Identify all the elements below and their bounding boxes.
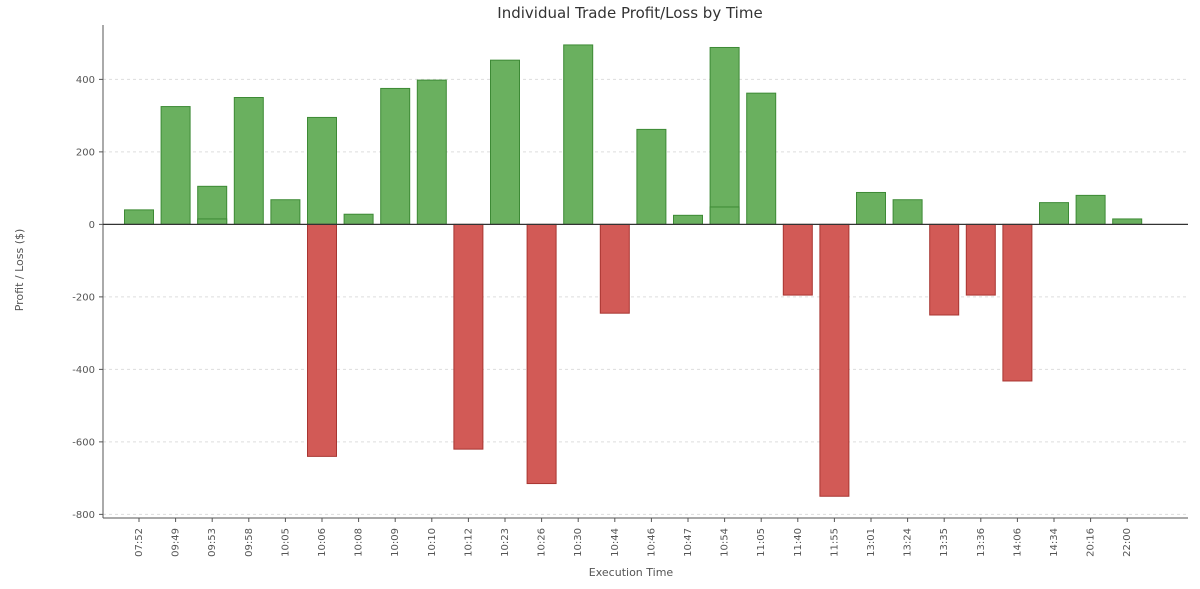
y-tick-labels: -800 -600 -400 -200 0 200 400: [72, 75, 103, 521]
y-tick-label-2: -400: [72, 365, 95, 376]
bar-1023-0: [490, 59, 520, 225]
bar-0958-0: [233, 97, 264, 225]
y-tick-label-5: 200: [76, 147, 95, 158]
x-tick-label-4: 10:05: [280, 528, 291, 557]
bar-1324-0: [892, 199, 923, 225]
y-tick-label-4: 0: [89, 220, 95, 231]
x-tick-label-5: 10:06: [317, 528, 328, 557]
x-tick-label-27: 22:00: [1122, 528, 1133, 557]
x-tick-label-15: 10:47: [683, 528, 694, 557]
x-tick-label-26: 20:16: [1086, 528, 1097, 557]
bar-1012-0: [453, 223, 484, 450]
bar-1009-0: [380, 87, 411, 225]
x-tick-label-9: 10:12: [463, 528, 474, 557]
x-tick-label-14: 10:46: [646, 528, 657, 557]
x-tick-label-2: 09:53: [207, 528, 218, 557]
x-tick-label-8: 10:10: [427, 528, 438, 557]
x-tick-label-18: 11:40: [793, 528, 804, 557]
x-tick-label-13: 10:44: [610, 528, 621, 557]
bar-1010-0: [416, 79, 447, 225]
bar-1047-0: [673, 214, 703, 225]
x-tick-label-1: 09:49: [171, 528, 182, 557]
x-tick-label-3: 09:58: [244, 528, 255, 557]
x-tick-label-7: 10:09: [390, 528, 401, 557]
bar-1054-1: [709, 206, 740, 225]
x-tick-label-16: 10:54: [720, 528, 731, 557]
bar-1030-0: [563, 44, 594, 225]
bar-0752-0: [124, 209, 154, 225]
bar-1335-0: [929, 223, 960, 316]
x-tick-label-22: 13:35: [939, 528, 950, 557]
bar-1008-0: [343, 213, 374, 225]
bar-1044-0: [599, 223, 630, 314]
x-tick-label-11: 10:26: [537, 528, 548, 557]
bar-1005-0: [270, 199, 301, 225]
bar-1006-1: [307, 223, 337, 457]
bar-1336-0: [965, 223, 996, 296]
bar-2016-0: [1075, 194, 1106, 225]
x-tick-label-23: 13:36: [976, 528, 987, 557]
x-tick-label-17: 11:05: [756, 528, 767, 557]
bar-0953-0: [197, 185, 228, 225]
bar-1301-0: [856, 191, 886, 225]
bar-2200-0: [1112, 218, 1143, 225]
bar-0953-1: [197, 218, 228, 225]
x-tick-label-12: 10:30: [573, 528, 584, 557]
bar-1046-0: [636, 128, 667, 225]
bar-1054-0: [709, 46, 740, 225]
bar-1006-0: [307, 116, 337, 225]
x-tick-label-25: 14:34: [1049, 528, 1060, 557]
y-tick-label-6: 400: [76, 75, 95, 86]
bar-1105-0: [746, 92, 777, 225]
x-tick-labels: 07:52 09:49 09:53 09:58 10:05 10:06 10:08 10:09…: [134, 518, 1133, 557]
bar-1155-0: [819, 223, 850, 497]
y-axis-label: Profit / Loss ($): [13, 229, 26, 312]
x-tick-label-6: 10:08: [354, 528, 365, 557]
bar-1026-0: [526, 223, 557, 485]
x-axis-label: Execution Time: [589, 566, 674, 579]
y-tick-label-0: -800: [72, 510, 95, 521]
x-tick-label-20: 13:01: [866, 528, 877, 557]
bars: [124, 44, 1143, 497]
x-tick-label-21: 13:24: [903, 528, 914, 557]
bar-1434-0: [1039, 202, 1069, 225]
x-tick-label-19: 11:55: [829, 528, 840, 557]
chart-title: Individual Trade Profit/Loss by Time: [497, 4, 762, 22]
x-tick-label-0: 07:52: [134, 528, 145, 557]
bar-1140-0: [782, 223, 813, 296]
x-tick-label-24: 14:06: [1012, 528, 1023, 557]
x-tick-label-10: 10:23: [500, 528, 511, 557]
y-tick-label-3: -200: [72, 292, 95, 303]
bar-1406-0: [1002, 223, 1033, 382]
bar-0949-0: [160, 106, 191, 225]
y-tick-label-1: -600: [72, 437, 95, 448]
axes: [102, 25, 1188, 519]
